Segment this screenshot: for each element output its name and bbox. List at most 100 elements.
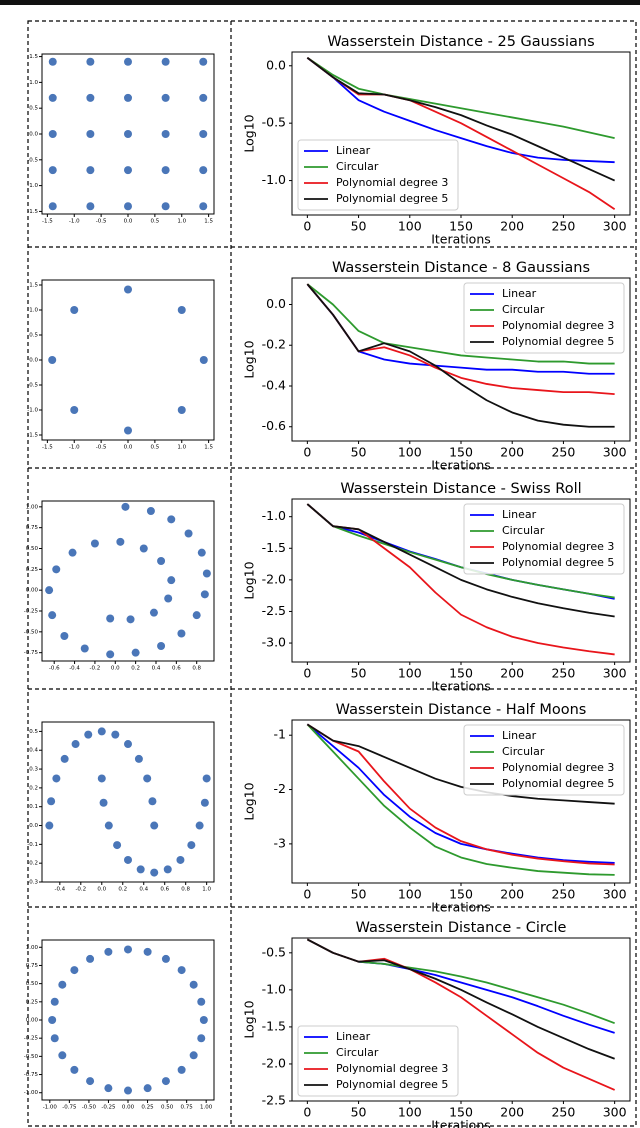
point: [71, 740, 80, 749]
point: [199, 1016, 208, 1024]
point: [70, 966, 79, 975]
y-tick-label: -1.0: [27, 408, 38, 414]
x-tick-label: 0.6: [172, 666, 181, 672]
x-tick-label: 300: [603, 445, 627, 460]
point: [161, 202, 170, 211]
point: [113, 841, 122, 850]
x-tick-label: 50: [351, 887, 367, 902]
point: [148, 797, 157, 806]
legend-label: Polynomial degree 5: [336, 192, 448, 205]
x-tick-label: -0.6: [49, 666, 60, 672]
x-tick-label: 0: [303, 219, 311, 234]
point: [124, 130, 132, 138]
legend-label: Linear: [502, 508, 537, 521]
y-tick-label: 0.1: [29, 804, 38, 810]
point: [124, 285, 132, 294]
legend-label: Polynomial degree 3: [502, 540, 614, 553]
point: [199, 57, 208, 66]
series-line: [306, 57, 615, 164]
x-tick-label: 0.25: [141, 1105, 154, 1111]
y-tick-label: -0.1: [27, 842, 38, 848]
y-tick-label: 0.25: [26, 567, 39, 573]
point: [157, 642, 166, 650]
series-line: [306, 56, 615, 139]
x-tick-label: -0.4: [54, 887, 65, 893]
series-line: [306, 938, 615, 1060]
legend-label: Circular: [502, 303, 545, 316]
point: [146, 507, 155, 515]
x-tick-label: 0.8: [192, 666, 201, 672]
y-tick-label: 0.3: [29, 767, 38, 773]
legend-label: Polynomial degree 3: [336, 176, 448, 189]
x-tick-label: 1.0: [177, 445, 186, 451]
x-tick-label: 0.2: [118, 887, 127, 893]
x-tick-label: -0.2: [75, 887, 86, 893]
point: [199, 356, 208, 364]
point: [161, 93, 170, 102]
x-tick-label: -0.50: [82, 1105, 97, 1111]
x-tick-label: 250: [551, 887, 575, 902]
x-tick-label: -0.75: [62, 1105, 77, 1111]
legend-label: Linear: [502, 729, 537, 742]
x-tick-label: 0.8: [181, 887, 190, 893]
y-tick-label: -0.6: [262, 418, 286, 433]
legend-label: Circular: [502, 745, 545, 758]
y-tick-label: 1.0: [29, 308, 38, 314]
point: [202, 774, 211, 783]
point: [177, 966, 186, 975]
point: [86, 57, 95, 66]
y-tick-label: -0.50: [24, 629, 39, 635]
point: [184, 529, 193, 538]
x-tick-label: 0.0: [111, 666, 120, 672]
point: [131, 648, 140, 657]
x-tick-label: 0.4: [139, 887, 148, 893]
legend-label: Polynomial degree 5: [502, 777, 614, 790]
x-axis-label: Iterations: [431, 900, 491, 915]
chart-title: Wasserstein Distance - Swiss Roll: [340, 481, 581, 497]
point: [124, 1086, 132, 1095]
point: [70, 406, 79, 414]
x-tick-label: -0.2: [90, 666, 101, 672]
point: [45, 821, 54, 830]
point: [124, 202, 132, 211]
point: [192, 611, 201, 620]
x-tick-label: 100: [398, 219, 422, 234]
point: [58, 980, 67, 989]
y-tick-label: -1: [274, 727, 286, 742]
x-tick-label: 150: [449, 1105, 473, 1120]
x-tick-label: 1.0: [202, 887, 211, 893]
point: [161, 1077, 170, 1086]
x-tick-label: 200: [500, 887, 524, 902]
y-tick-label: 0.0: [266, 57, 286, 72]
y-tick-label: -1.0: [262, 508, 286, 523]
point: [202, 569, 211, 578]
x-tick-label: 0.0: [124, 219, 133, 225]
y-tick-label: 1.0: [29, 80, 38, 86]
legend-label: Polynomial degree 3: [336, 1062, 448, 1075]
chart-title: Wasserstein Distance - Circle: [356, 920, 567, 936]
point: [70, 306, 79, 314]
y-tick-label: 0.0: [29, 358, 38, 364]
point: [48, 1016, 57, 1024]
series-line: [306, 938, 615, 1025]
point: [139, 544, 148, 553]
legend-label: Circular: [502, 524, 545, 537]
point: [52, 774, 61, 783]
x-tick-label: 1.0: [177, 219, 186, 225]
point: [124, 57, 132, 66]
x-tick-label: 50: [351, 219, 367, 234]
y-tick-label: 0.50: [26, 981, 39, 987]
point: [176, 855, 185, 864]
x-tick-label: 50: [351, 1105, 367, 1120]
series-line: [306, 938, 615, 1034]
point: [104, 821, 113, 830]
x-tick-label: 250: [551, 666, 575, 681]
point: [104, 947, 113, 956]
x-tick-label: -1.0: [69, 445, 80, 451]
y-tick-label: 0.5: [29, 106, 38, 112]
point: [86, 1077, 95, 1086]
point: [111, 730, 120, 739]
point: [197, 997, 206, 1006]
y-tick-label: 0.5: [29, 729, 38, 735]
